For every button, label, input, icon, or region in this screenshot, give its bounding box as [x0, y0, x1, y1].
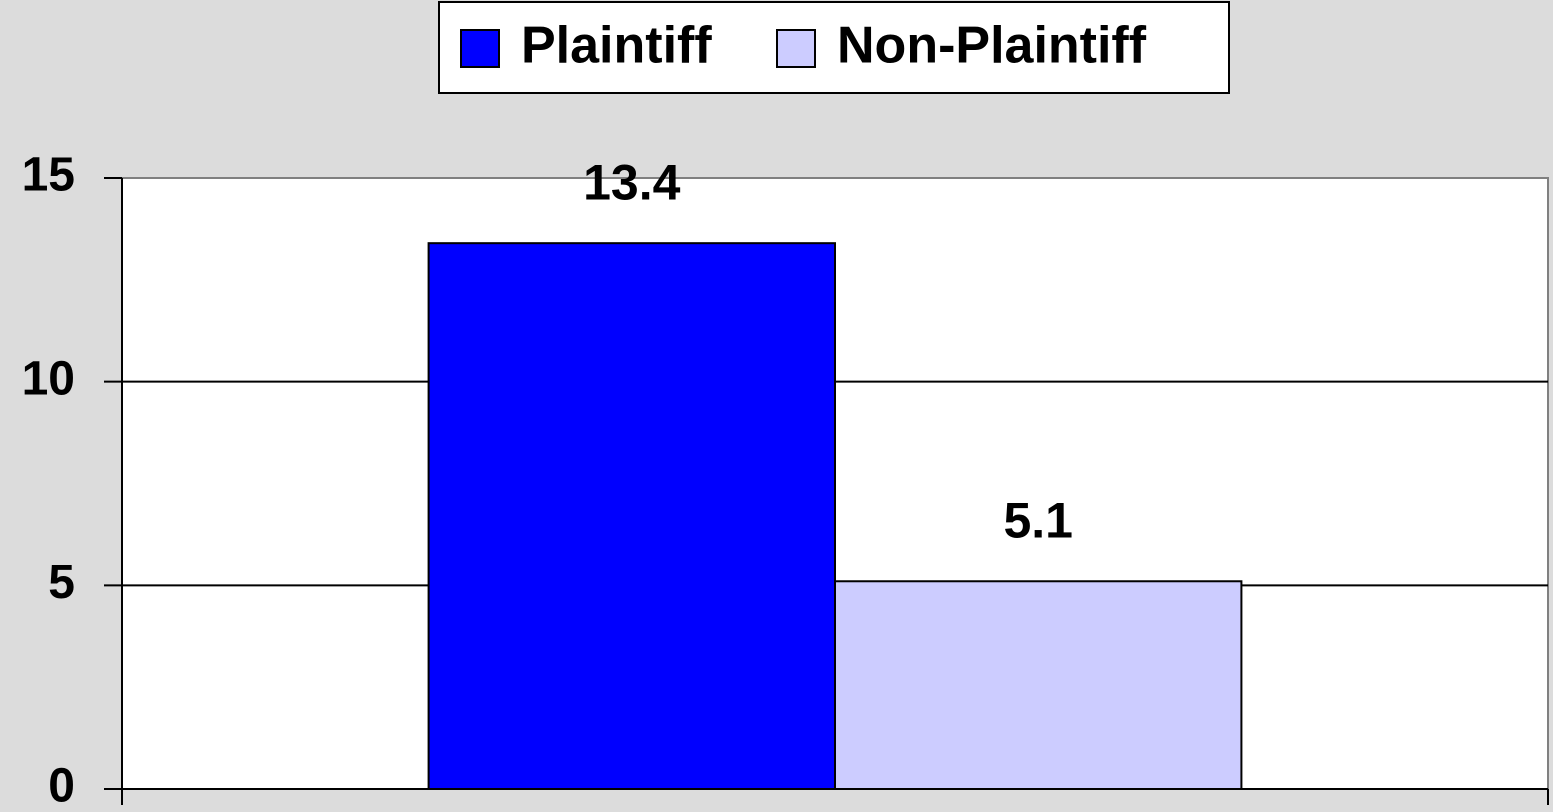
legend-label: Plaintiff — [521, 17, 712, 75]
y-tick-label: 10 — [22, 352, 75, 405]
y-tick-label: 5 — [48, 556, 75, 609]
y-tick-label: 15 — [22, 149, 75, 202]
bar — [834, 580, 1243, 791]
data-label: 5.1 — [1003, 492, 1073, 548]
legend — [438, 1, 1230, 94]
data-label: 13.4 — [583, 154, 681, 210]
y-tick-label: 0 — [48, 760, 75, 812]
legend-swatch — [776, 29, 816, 68]
legend-swatch — [460, 29, 500, 68]
legend-label: Non-Plaintiff — [837, 17, 1147, 75]
bar — [427, 242, 836, 790]
